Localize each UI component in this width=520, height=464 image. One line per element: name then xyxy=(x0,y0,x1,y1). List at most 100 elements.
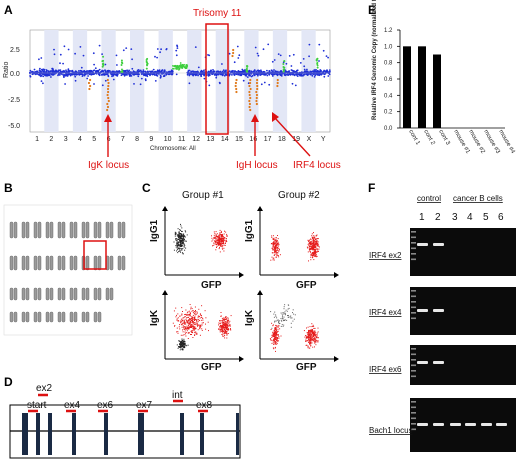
flow-event xyxy=(182,248,184,250)
e-category-label: cont 2 xyxy=(422,129,436,147)
flow-event xyxy=(221,328,223,330)
chr-band-2 xyxy=(44,30,59,132)
flow-event xyxy=(219,331,221,333)
flow-event xyxy=(227,318,229,320)
flow-event xyxy=(313,253,315,255)
flow-event xyxy=(202,319,204,321)
flow-event xyxy=(179,244,181,246)
cnv-loss-dot xyxy=(234,81,238,85)
flow-event xyxy=(305,335,307,337)
lane-number-3: 3 xyxy=(452,212,458,223)
flow-event xyxy=(177,241,179,243)
cnv-dot xyxy=(279,70,282,72)
cnv-dot xyxy=(146,70,149,73)
flow-event xyxy=(314,242,316,244)
flow-event xyxy=(188,319,189,321)
flow-event xyxy=(181,307,183,309)
cnv-dot xyxy=(150,70,153,73)
cnv-dot xyxy=(223,74,226,77)
flow-event xyxy=(197,318,199,320)
irf4-arrow xyxy=(274,117,311,157)
flow-event xyxy=(192,311,194,313)
cnv-dot xyxy=(188,74,191,77)
control-header: control xyxy=(417,194,441,203)
cnv-dot xyxy=(210,69,213,72)
flow-event xyxy=(185,323,187,325)
igg1-label-left: IgG1 xyxy=(149,219,160,242)
flow-event xyxy=(311,337,313,338)
flow-event xyxy=(225,330,226,331)
flow-event xyxy=(182,334,184,336)
flow-event xyxy=(190,308,192,310)
flow-event xyxy=(182,329,183,331)
flow-event xyxy=(270,339,272,341)
flow-event xyxy=(288,304,290,306)
flow-event xyxy=(189,318,191,320)
chromosome-shape xyxy=(97,287,102,301)
cnv-dot xyxy=(250,71,253,74)
gel-background xyxy=(410,345,516,385)
flow-event xyxy=(309,340,311,342)
flow-event xyxy=(186,325,188,327)
chromosome-shape xyxy=(97,255,102,271)
flow-event xyxy=(281,324,283,326)
cnv-dot xyxy=(200,72,203,75)
cnv-dot xyxy=(80,70,83,73)
cnv-dot xyxy=(102,73,105,75)
flow-event xyxy=(193,326,195,328)
flow-event xyxy=(223,322,225,323)
flow-event xyxy=(227,321,229,323)
cnv-loss-dot xyxy=(87,81,91,85)
flow-event xyxy=(281,313,283,315)
flow-event xyxy=(222,325,224,327)
flow-event xyxy=(280,318,282,319)
exon-block xyxy=(180,413,184,455)
ladder-band xyxy=(411,253,416,255)
cnv-dot-outlier xyxy=(53,48,55,51)
chr-label-Y: Y xyxy=(321,136,326,143)
flow-event xyxy=(223,327,225,329)
flow-event xyxy=(186,234,188,236)
flow-event xyxy=(314,246,316,248)
flow-event xyxy=(313,334,315,336)
flow-event xyxy=(274,240,276,242)
ladder-band xyxy=(411,417,416,420)
cnv-dot xyxy=(86,70,89,72)
flow-event xyxy=(312,247,314,249)
flow-event xyxy=(221,242,223,244)
flow-event xyxy=(193,313,195,315)
flow-event xyxy=(311,329,313,331)
flow-event xyxy=(182,237,184,239)
flow-event xyxy=(277,252,279,254)
flow-event xyxy=(305,337,307,339)
flow-event xyxy=(273,243,275,245)
flow-event xyxy=(317,245,319,247)
flow-event xyxy=(284,313,286,315)
cnv-dot xyxy=(39,70,42,72)
flow-event xyxy=(230,315,232,317)
cnv-dot-outlier xyxy=(154,80,157,82)
chromosome-shape xyxy=(105,287,110,301)
flow-event xyxy=(308,249,310,251)
flow-event xyxy=(313,243,315,244)
flow-event xyxy=(181,245,182,247)
chromosome-shape xyxy=(9,255,14,271)
flow-event xyxy=(226,334,228,336)
flow-event xyxy=(181,238,183,240)
flow-event xyxy=(275,256,277,258)
flow-event xyxy=(187,311,189,313)
flow-event xyxy=(218,236,220,238)
flow-event xyxy=(181,313,183,315)
cnv-dot-outlier xyxy=(268,83,271,86)
flow-event xyxy=(181,248,183,250)
flow-event xyxy=(214,236,216,238)
flow-event xyxy=(213,237,215,239)
flow-event xyxy=(310,333,312,335)
cnv-dot xyxy=(173,67,175,70)
flow-event xyxy=(285,314,286,316)
cnv-dot xyxy=(327,75,330,77)
flow-event xyxy=(217,242,219,244)
cnv-dot xyxy=(283,74,286,76)
flow-event xyxy=(182,345,184,347)
flow-event xyxy=(173,241,175,243)
